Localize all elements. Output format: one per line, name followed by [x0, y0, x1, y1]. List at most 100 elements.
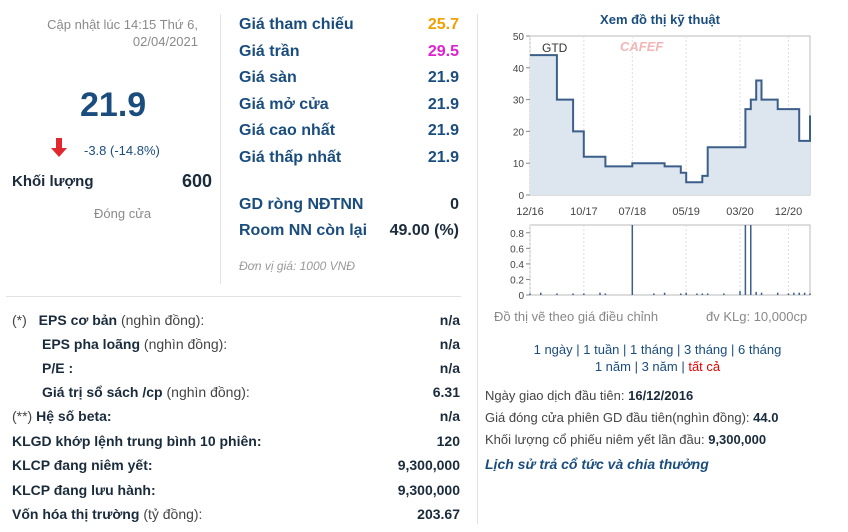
- fundamental-row: KLCP đang lưu hành: 9,300,000: [12, 482, 460, 504]
- period-option[interactable]: 1 tháng: [630, 342, 674, 357]
- price-label: Giá thấp nhất: [239, 149, 342, 166]
- fundamental-value: 9,300,000: [397, 482, 460, 498]
- divider: [220, 14, 221, 284]
- volume-y-tick-label: 0.4: [510, 260, 524, 271]
- fundamental-row: (**) Hệ số beta: n/a: [12, 408, 460, 430]
- fundamental-label: KLCP đang lưu hành:: [12, 482, 156, 498]
- volume-y-tick-label: 0.6: [510, 244, 524, 255]
- volume-label: Khối lượng: [12, 173, 94, 190]
- period-option[interactable]: 3 tháng: [684, 342, 728, 357]
- fundamental-value: 6.31: [432, 384, 460, 400]
- separator: |: [673, 342, 685, 357]
- volume-y-tick-label: 0: [518, 291, 524, 302]
- fundamental-unit: (nghìn đồng):: [143, 336, 228, 352]
- foreign-label: GD ròng NĐTNN: [239, 196, 364, 213]
- first-close-price: Giá đóng cửa phiên GD đầu tiên(nghìn đồn…: [485, 410, 779, 425]
- fundamental-row: KLGD khớp lệnh trung bình 10 phiên: 120: [12, 433, 460, 455]
- x-tick-label: 05/19: [672, 206, 700, 218]
- footnote-marker: (*): [12, 312, 27, 328]
- foreign-row: Room NN còn lại 49.00 (%): [239, 222, 459, 244]
- fundamental-value: 9,300,000: [397, 457, 460, 473]
- price-row: Giá mở cửa 21.9: [239, 96, 459, 118]
- period-option[interactable]: 3 năm: [641, 359, 678, 374]
- divider: [477, 14, 478, 524]
- fundamental-value: 120: [436, 433, 460, 449]
- period-option[interactable]: 6 tháng: [738, 342, 782, 357]
- x-tick-label: 12/16: [516, 206, 544, 218]
- cafef-watermark: CAFEF: [620, 39, 664, 54]
- first-trading-day: Ngày giao dịch đầu tiên: 16/12/2016: [485, 388, 694, 403]
- fundamental-label: EPS pha loãng: [42, 336, 141, 352]
- period-option[interactable]: 1 năm: [594, 359, 631, 374]
- x-tick-label: 07/18: [619, 206, 647, 218]
- period-option[interactable]: tất cả: [688, 359, 721, 374]
- price-series-line: [530, 54, 811, 184]
- footnote-marker: (**): [12, 408, 33, 424]
- y-tick-label: 30: [513, 96, 525, 107]
- fundamental-label: Hệ số beta:: [36, 408, 112, 424]
- x-tick-label: 03/20: [726, 206, 754, 218]
- technical-chart[interactable]: 12/16 10/17 07/18 05/19 03/20 12/20 0 10 20 30 40 5…: [485, 30, 830, 305]
- y-tick-label: 40: [513, 64, 525, 75]
- price-row: Giá trần 29.5: [239, 43, 459, 65]
- current-price: 21.9: [80, 86, 147, 124]
- fundamental-label: P/E :: [42, 360, 74, 376]
- price-row: Giá thấp nhất 21.9: [239, 149, 459, 171]
- close-status: Đóng cửa: [94, 206, 152, 221]
- y-tick-label: 10: [513, 159, 525, 170]
- fundamental-row: Giá trị sổ sách /cp (nghìn đồng): 6.31: [12, 384, 460, 406]
- chart-title-link[interactable]: Xem đồ thị kỹ thuật: [600, 12, 720, 27]
- volume-pane-frame: [529, 224, 811, 296]
- fundamental-row: P/E : n/a: [12, 360, 460, 382]
- ticker-label: GTD: [542, 41, 568, 55]
- price-row: Giá sàn 21.9: [239, 69, 459, 91]
- price-value: 21.9: [427, 96, 459, 113]
- period-row: 1 năm | 3 năm | tất cả: [485, 358, 830, 375]
- y-tick-label: 20: [513, 127, 525, 138]
- period-selector: 1 ngày | 1 tuần | 1 tháng | 3 tháng | 6 …: [485, 341, 830, 375]
- fundamental-row: EPS pha loãng (nghìn đồng): n/a: [12, 336, 460, 358]
- foreign-row: GD ròng NĐTNN 0: [239, 196, 459, 218]
- fundamental-value: 203.67: [417, 506, 460, 522]
- fundamental-label: KLGD khớp lệnh trung bình 10 phiên:: [12, 433, 262, 449]
- foreign-label: Room NN còn lại: [239, 222, 368, 239]
- price-label: Giá mở cửa: [239, 96, 329, 113]
- fundamental-label: Giá trị sổ sách /cp: [42, 384, 163, 400]
- fundamental-value: n/a: [439, 336, 460, 352]
- volume-value: 600: [181, 171, 212, 191]
- fundamental-value: n/a: [439, 408, 460, 424]
- volume-y-tick-label: 0.8: [510, 229, 524, 240]
- fundamental-value: n/a: [439, 312, 460, 328]
- price-row: Giá tham chiếu 25.7: [239, 16, 459, 38]
- y-tick-label: 0: [518, 191, 524, 202]
- fundamental-row: (*) EPS cơ bản (nghìn đồng): n/a: [12, 312, 460, 334]
- divider: [6, 296, 461, 297]
- down-arrow-icon: [51, 138, 67, 157]
- period-option[interactable]: 1 tuần: [583, 342, 620, 357]
- price-value: 29.5: [427, 43, 459, 60]
- fundamental-value: n/a: [439, 360, 460, 376]
- x-tick-label: 10/17: [570, 206, 598, 218]
- price-label: Giá tham chiếu: [239, 16, 354, 33]
- chart-note-volume-unit: đv KLg: 10,000cp: [706, 309, 808, 324]
- fundamental-row: Vốn hóa thị trường (tỷ đồng): 203.67: [12, 506, 460, 528]
- price-label: Giá trần: [239, 43, 300, 60]
- separator: |: [630, 359, 642, 374]
- price-label: Giá sàn: [239, 69, 297, 86]
- period-option[interactable]: 1 ngày: [533, 342, 573, 357]
- price-value: 21.9: [427, 69, 459, 86]
- fundamental-label: Vốn hóa thị trường: [12, 506, 140, 522]
- price-value: 21.9: [427, 149, 459, 166]
- chart-note-adjusted: Đồ thị vẽ theo giá điều chỉnh: [494, 309, 659, 324]
- fundamental-unit: (tỷ đồng):: [143, 506, 203, 522]
- price-change: -3.8 (-14.8%): [84, 143, 160, 158]
- price-value: 21.9: [427, 122, 459, 139]
- foreign-value: 49.00 (%): [389, 222, 459, 239]
- fundamental-unit: (nghìn đồng):: [166, 384, 250, 400]
- unit-note: Đơn vị giá: 1000 VNĐ: [239, 259, 355, 273]
- first-listed-volume: Khối lượng cổ phiếu niêm yết lần đầu: 9,…: [485, 432, 767, 447]
- fundamental-label: KLCP đang niêm yết:: [12, 457, 153, 473]
- price-row: Giá cao nhất 21.9: [239, 122, 459, 144]
- dividend-history-link[interactable]: Lịch sử trả cổ tức và chia thưởng: [485, 456, 709, 472]
- price-value: 25.7: [427, 16, 459, 33]
